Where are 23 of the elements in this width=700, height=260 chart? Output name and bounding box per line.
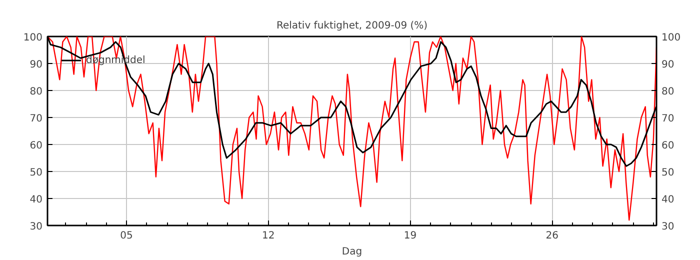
x-tick-label: 26 (546, 230, 558, 242)
y2-tick-label: 30 (662, 222, 674, 232)
x-tick-label: 12 (262, 230, 275, 242)
y-tick-label: 70 (30, 114, 43, 124)
chart-title: Relativ fuktighet, 2009-09 (%) (276, 20, 428, 32)
y-tick-label: 30 (30, 222, 43, 232)
y-tick-label: 60 (30, 140, 43, 152)
y-tick-label: 90 (30, 60, 43, 70)
y2-tick-label: 100 (662, 32, 681, 44)
x-tick-label: 19 (404, 230, 417, 242)
line-series (48, 36, 656, 221)
y-tick-label: 80 (30, 86, 43, 98)
y2-tick-label: 80 (662, 86, 674, 98)
y2-tick-label: 90 (662, 60, 674, 70)
y-tick-label: 40 (30, 194, 43, 206)
y-tick-label: 100 (23, 32, 43, 44)
y2-tick-label: 60 (662, 140, 674, 152)
y-tick-label: 50 (30, 168, 43, 178)
x-axis-title: Dag (342, 246, 362, 258)
y2-tick-label: 50 (662, 168, 674, 178)
y2-tick-label: 40 (662, 194, 674, 206)
x-tick-label: 05 (120, 230, 133, 242)
y2-tick-label: 70 (662, 114, 674, 124)
